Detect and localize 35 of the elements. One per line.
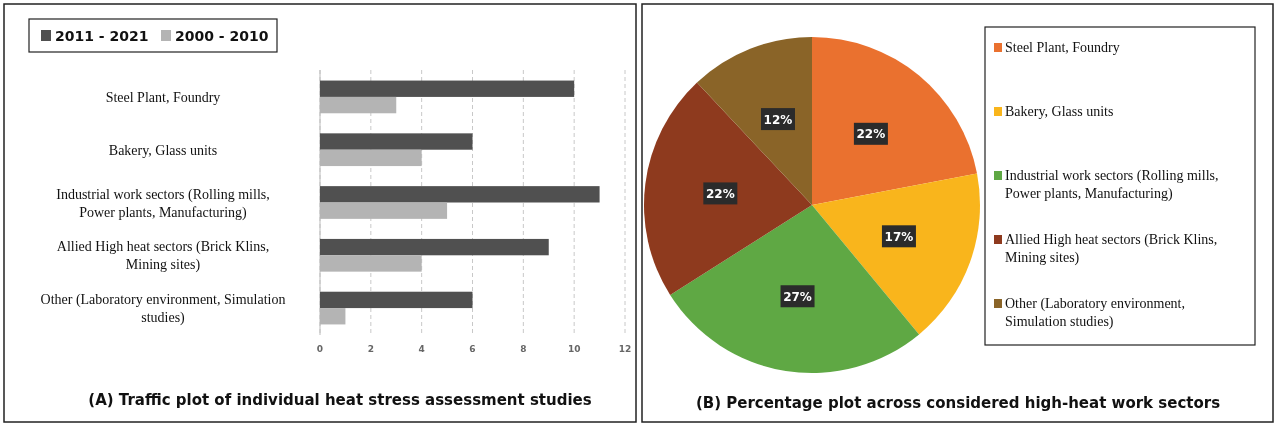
x-tick-label: 2 [367, 344, 374, 354]
y-tick-label: Other (Laboratory environment, Simulation studies) [40, 292, 286, 327]
legend-label: 2011 - 2021 [55, 28, 149, 44]
legend-label: Allied High heat sectors (Brick Klins, Mining sites) [1005, 232, 1218, 266]
data-label: 12% [763, 112, 793, 127]
bar [320, 291, 473, 309]
data-label: 17% [884, 229, 914, 244]
text: (B) Percentage plot across considered high-heat work sectors [695, 394, 1221, 412]
x-tick-label: 8 [520, 344, 527, 354]
x-tick-label: 12 [618, 344, 632, 354]
y-tick-label: Industrial work sectors (Rolling mills, Power plants, Manufacturing) [56, 186, 270, 221]
x-tick-label: 6 [469, 344, 476, 354]
legend-label: Other (Laboratory environment, Simulation studies) [1005, 296, 1185, 330]
y-tick-label: Bakery, Glass units [108, 142, 218, 158]
pie-slice [670, 205, 920, 373]
legend-label: Industrial work sectors (Rolling mills, Power plants, Manufacturing) [1005, 168, 1219, 202]
pie-slice [697, 37, 812, 205]
bar [320, 80, 575, 97]
pie-slice [812, 37, 978, 205]
legend-label: Bakery, Glass units [1005, 104, 1114, 119]
bar [320, 186, 600, 203]
bar [320, 238, 549, 256]
text: (A) Traffic plot of individual heat stress assessment studies [88, 391, 592, 409]
legend-label: Steel Plant, Foundry [1005, 40, 1120, 55]
bar [320, 133, 473, 150]
pie-slice [812, 173, 980, 335]
data-label: 22% [856, 127, 886, 142]
y-tick-label: Allied High heat sectors (Brick Klins, Mining sites) [56, 239, 270, 274]
x-tick-label: 4 [418, 344, 425, 354]
data-label: 22% [705, 186, 735, 201]
data-label: 27% [783, 289, 812, 304]
x-tick-label: 0 [316, 344, 324, 354]
y-tick-label: Steel Plant, Foundry [105, 89, 221, 105]
legend-label: 2000 - 2010 [175, 28, 269, 44]
x-tick-label: 10 [567, 344, 581, 354]
